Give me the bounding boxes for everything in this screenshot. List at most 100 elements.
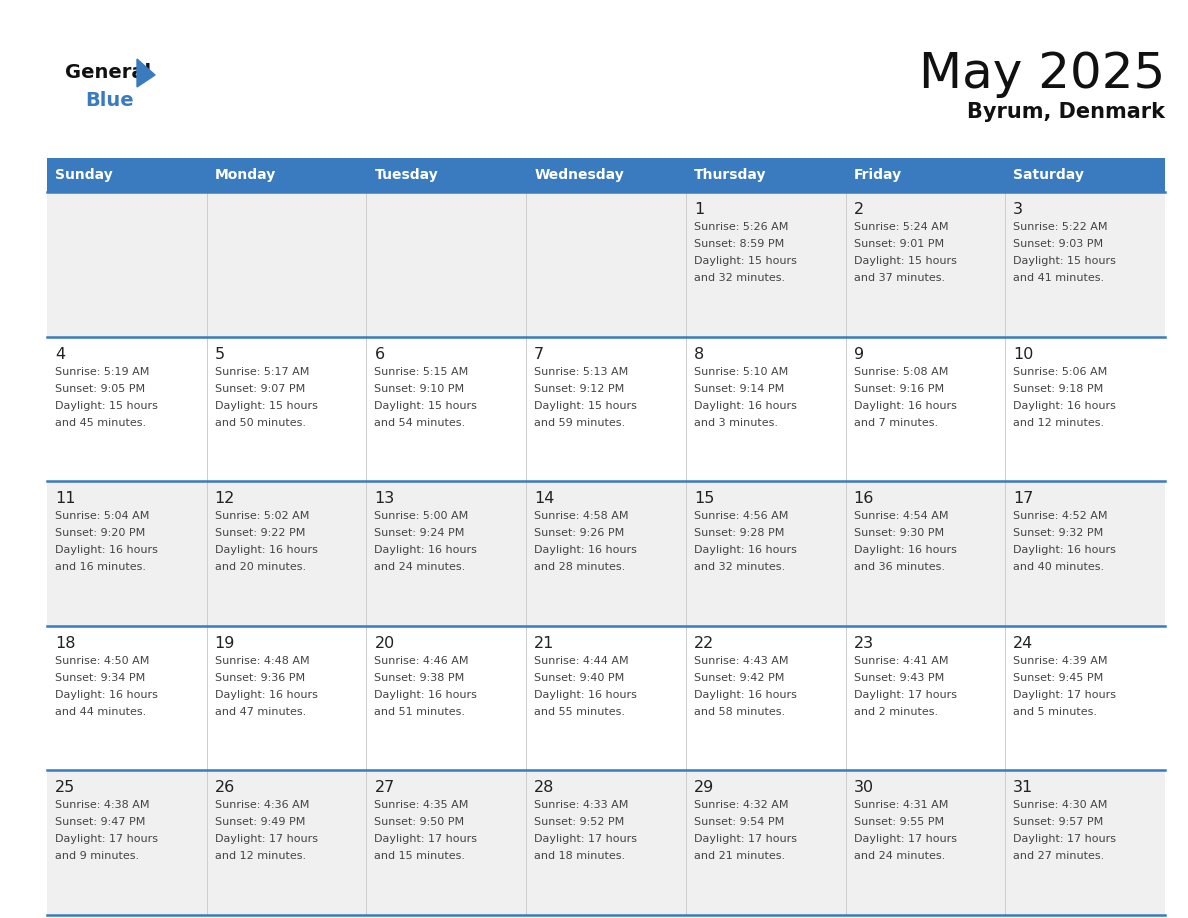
Bar [526,481,685,626]
Text: Sunrise: 4:46 AM: Sunrise: 4:46 AM [374,655,469,666]
Text: 14: 14 [535,491,555,506]
Text: 8: 8 [694,347,704,362]
Text: 19: 19 [215,636,235,651]
Bar [846,770,1005,915]
Text: and 24 minutes.: and 24 minutes. [853,851,944,861]
Bar [526,337,685,481]
Bar [366,481,526,626]
Text: Sunrise: 5:02 AM: Sunrise: 5:02 AM [215,511,309,521]
Text: Daylight: 16 hours: Daylight: 16 hours [55,545,158,555]
Text: Wednesday: Wednesday [535,168,624,182]
Text: and 44 minutes.: and 44 minutes. [55,707,146,717]
Text: 17: 17 [1013,491,1034,506]
Text: Sunrise: 4:43 AM: Sunrise: 4:43 AM [694,655,789,666]
Text: Sunset: 9:16 PM: Sunset: 9:16 PM [853,384,943,394]
Text: and 32 minutes.: and 32 minutes. [694,562,785,572]
Text: Sunset: 9:20 PM: Sunset: 9:20 PM [55,528,145,538]
Text: Daylight: 17 hours: Daylight: 17 hours [694,834,797,845]
Text: Sunset: 9:50 PM: Sunset: 9:50 PM [374,817,465,827]
Bar [48,626,207,770]
Text: and 28 minutes.: and 28 minutes. [535,562,625,572]
Text: Sunset: 9:03 PM: Sunset: 9:03 PM [1013,239,1104,249]
Text: Daylight: 16 hours: Daylight: 16 hours [55,689,158,700]
Text: Sunset: 9:22 PM: Sunset: 9:22 PM [215,528,305,538]
Text: Daylight: 15 hours: Daylight: 15 hours [535,400,637,410]
Text: Sunset: 9:18 PM: Sunset: 9:18 PM [1013,384,1104,394]
Text: Daylight: 16 hours: Daylight: 16 hours [374,689,478,700]
Bar [366,770,526,915]
Bar [207,626,366,770]
Bar [526,158,685,192]
Text: 9: 9 [853,347,864,362]
Text: and 12 minutes.: and 12 minutes. [1013,418,1105,428]
Bar [846,158,1005,192]
Text: and 9 minutes.: and 9 minutes. [55,851,139,861]
Text: Sunrise: 5:10 AM: Sunrise: 5:10 AM [694,366,788,376]
Text: Sunset: 9:10 PM: Sunset: 9:10 PM [374,384,465,394]
Text: Sunrise: 4:35 AM: Sunrise: 4:35 AM [374,800,469,811]
Text: Sunrise: 4:31 AM: Sunrise: 4:31 AM [853,800,948,811]
Text: and 7 minutes.: and 7 minutes. [853,418,937,428]
Bar [846,481,1005,626]
Text: Saturday: Saturday [1013,168,1085,182]
Text: 3: 3 [1013,202,1023,217]
Text: Daylight: 17 hours: Daylight: 17 hours [215,834,317,845]
Text: Daylight: 16 hours: Daylight: 16 hours [215,545,317,555]
Text: and 2 minutes.: and 2 minutes. [853,707,937,717]
Text: Daylight: 17 hours: Daylight: 17 hours [374,834,478,845]
Text: Sunset: 8:59 PM: Sunset: 8:59 PM [694,239,784,249]
Text: Sunset: 9:05 PM: Sunset: 9:05 PM [55,384,145,394]
Bar [685,626,846,770]
Text: 12: 12 [215,491,235,506]
Text: and 59 minutes.: and 59 minutes. [535,418,625,428]
Text: Sunrise: 4:58 AM: Sunrise: 4:58 AM [535,511,628,521]
Text: Daylight: 15 hours: Daylight: 15 hours [853,256,956,266]
Text: Sunrise: 5:26 AM: Sunrise: 5:26 AM [694,222,788,232]
Text: and 36 minutes.: and 36 minutes. [853,562,944,572]
Text: and 20 minutes.: and 20 minutes. [215,562,305,572]
Text: Sunrise: 5:19 AM: Sunrise: 5:19 AM [55,366,150,376]
Text: Sunrise: 5:15 AM: Sunrise: 5:15 AM [374,366,469,376]
Bar [1005,158,1165,192]
Text: Sunset: 9:57 PM: Sunset: 9:57 PM [1013,817,1104,827]
Text: and 18 minutes.: and 18 minutes. [535,851,625,861]
Text: Sunrise: 4:48 AM: Sunrise: 4:48 AM [215,655,309,666]
Text: 13: 13 [374,491,394,506]
Text: and 24 minutes.: and 24 minutes. [374,562,466,572]
Text: Sunset: 9:42 PM: Sunset: 9:42 PM [694,673,784,683]
Bar [1005,626,1165,770]
Text: 20: 20 [374,636,394,651]
Text: Daylight: 15 hours: Daylight: 15 hours [374,400,478,410]
Text: Daylight: 16 hours: Daylight: 16 hours [1013,545,1117,555]
Text: Sunset: 9:52 PM: Sunset: 9:52 PM [535,817,625,827]
Text: Sunset: 9:26 PM: Sunset: 9:26 PM [535,528,625,538]
Text: Daylight: 16 hours: Daylight: 16 hours [374,545,478,555]
Text: Daylight: 17 hours: Daylight: 17 hours [1013,689,1117,700]
Bar [366,192,526,337]
Text: Daylight: 16 hours: Daylight: 16 hours [694,689,797,700]
Bar [366,337,526,481]
Text: Sunset: 9:01 PM: Sunset: 9:01 PM [853,239,943,249]
Text: Sunset: 9:30 PM: Sunset: 9:30 PM [853,528,943,538]
Text: Sunset: 9:28 PM: Sunset: 9:28 PM [694,528,784,538]
Text: Sunset: 9:40 PM: Sunset: 9:40 PM [535,673,625,683]
Bar [846,626,1005,770]
Text: Daylight: 17 hours: Daylight: 17 hours [853,834,956,845]
Text: 29: 29 [694,780,714,795]
Text: Sunset: 9:55 PM: Sunset: 9:55 PM [853,817,943,827]
Text: Sunset: 9:34 PM: Sunset: 9:34 PM [55,673,145,683]
Text: May 2025: May 2025 [918,50,1165,98]
Text: and 3 minutes.: and 3 minutes. [694,418,778,428]
Bar [48,770,207,915]
Text: and 12 minutes.: and 12 minutes. [215,851,305,861]
Text: Daylight: 15 hours: Daylight: 15 hours [694,256,797,266]
Text: Thursday: Thursday [694,168,766,182]
Text: and 40 minutes.: and 40 minutes. [1013,562,1105,572]
Bar [48,192,207,337]
Text: Sunrise: 5:04 AM: Sunrise: 5:04 AM [55,511,150,521]
Text: Sunset: 9:07 PM: Sunset: 9:07 PM [215,384,305,394]
Text: Daylight: 16 hours: Daylight: 16 hours [215,689,317,700]
Text: 10: 10 [1013,347,1034,362]
Bar [366,626,526,770]
Text: Daylight: 17 hours: Daylight: 17 hours [853,689,956,700]
